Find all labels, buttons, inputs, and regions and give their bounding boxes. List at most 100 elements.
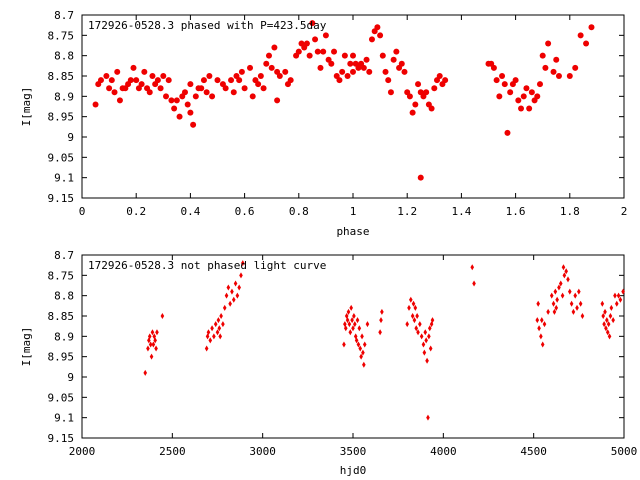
data-point [354, 337, 359, 344]
data-point [363, 56, 370, 63]
data-point [200, 77, 207, 84]
data-point [566, 73, 573, 79]
data-point [151, 341, 156, 348]
data-point [257, 73, 264, 79]
data-point [181, 89, 188, 96]
data-point [312, 36, 319, 43]
data-point [578, 300, 583, 307]
data-point [425, 357, 429, 364]
y-tick-label: 9.1 [54, 172, 74, 185]
data-point [204, 345, 209, 352]
data-point [218, 333, 223, 340]
data-point [577, 32, 584, 39]
data-point [436, 73, 443, 79]
data-point [192, 93, 199, 100]
data-point [362, 341, 367, 348]
data-point [553, 288, 558, 295]
data-point [353, 321, 357, 328]
data-point [171, 105, 178, 112]
data-point [349, 304, 353, 311]
x-tick-label: 2 [621, 205, 628, 218]
data-point [344, 73, 351, 79]
data-point [147, 333, 152, 340]
data-point [343, 325, 348, 332]
data-point [416, 329, 420, 336]
y-tick-label: 8.75 [48, 29, 75, 42]
data-point [336, 77, 343, 84]
data-point [97, 77, 104, 84]
y-tick-label: 8.95 [48, 111, 75, 124]
y-axis-label: I[mag] [20, 327, 33, 367]
data-point [236, 77, 243, 84]
x-tick-label: 4000 [430, 445, 457, 458]
data-point [260, 85, 267, 92]
data-point [276, 73, 283, 79]
data-point [422, 349, 427, 356]
data-point [535, 317, 540, 324]
data-point [228, 300, 232, 307]
data-point [353, 333, 358, 340]
data-point [539, 52, 546, 59]
data-point [540, 341, 545, 348]
data-point [411, 300, 416, 307]
data-point [427, 325, 432, 332]
data-point [241, 85, 248, 92]
data-point [385, 77, 392, 84]
data-point [414, 325, 419, 332]
data-point [608, 313, 613, 319]
data-point [365, 321, 370, 328]
data-point [221, 321, 225, 328]
data-point [160, 313, 165, 319]
data-point [604, 325, 608, 332]
data-point [350, 68, 356, 75]
data-point [382, 68, 389, 75]
data-point [103, 73, 110, 79]
y-tick-label: 9.1 [54, 412, 74, 425]
data-point [341, 52, 348, 59]
data-point [409, 296, 413, 303]
data-point [553, 56, 560, 63]
data-point [406, 93, 413, 100]
x-tick-label: 2500 [159, 445, 186, 458]
data-point [146, 89, 153, 96]
data-point [317, 64, 324, 71]
y-tick-label: 8.9 [54, 90, 74, 103]
data-point [160, 73, 167, 79]
data-point [222, 304, 227, 311]
data-point [523, 85, 530, 92]
data-point [111, 89, 118, 96]
y-tick-label: 8.8 [54, 290, 74, 303]
data-point [356, 341, 361, 348]
data-point [295, 48, 302, 55]
data-point [157, 85, 164, 92]
x-tick-label: 1.6 [506, 205, 526, 218]
data-point [235, 292, 240, 299]
data-point [216, 317, 221, 324]
data-point [546, 308, 550, 315]
y-tick-label: 9.15 [48, 192, 75, 205]
x-tick-label: 5000 [611, 445, 638, 458]
data-point [583, 40, 590, 47]
data-point [415, 313, 419, 319]
y-tick-label: 8.95 [48, 351, 75, 364]
data-point [379, 52, 386, 59]
data-point [504, 129, 511, 136]
data-point [537, 325, 541, 332]
data-point [431, 85, 438, 92]
data-point [287, 77, 294, 84]
data-point [401, 68, 408, 75]
data-point [605, 317, 609, 324]
data-point [424, 337, 428, 344]
data-point [274, 97, 281, 104]
data-point [515, 97, 522, 104]
data-point [322, 32, 329, 39]
data-point [362, 361, 366, 368]
y-tick-label: 8.85 [48, 310, 75, 323]
data-point [176, 113, 183, 120]
data-point [208, 337, 213, 344]
data-point [271, 44, 278, 51]
data-point [357, 325, 362, 332]
data-point [430, 317, 435, 324]
data-point [611, 317, 615, 324]
data-point [490, 64, 497, 71]
